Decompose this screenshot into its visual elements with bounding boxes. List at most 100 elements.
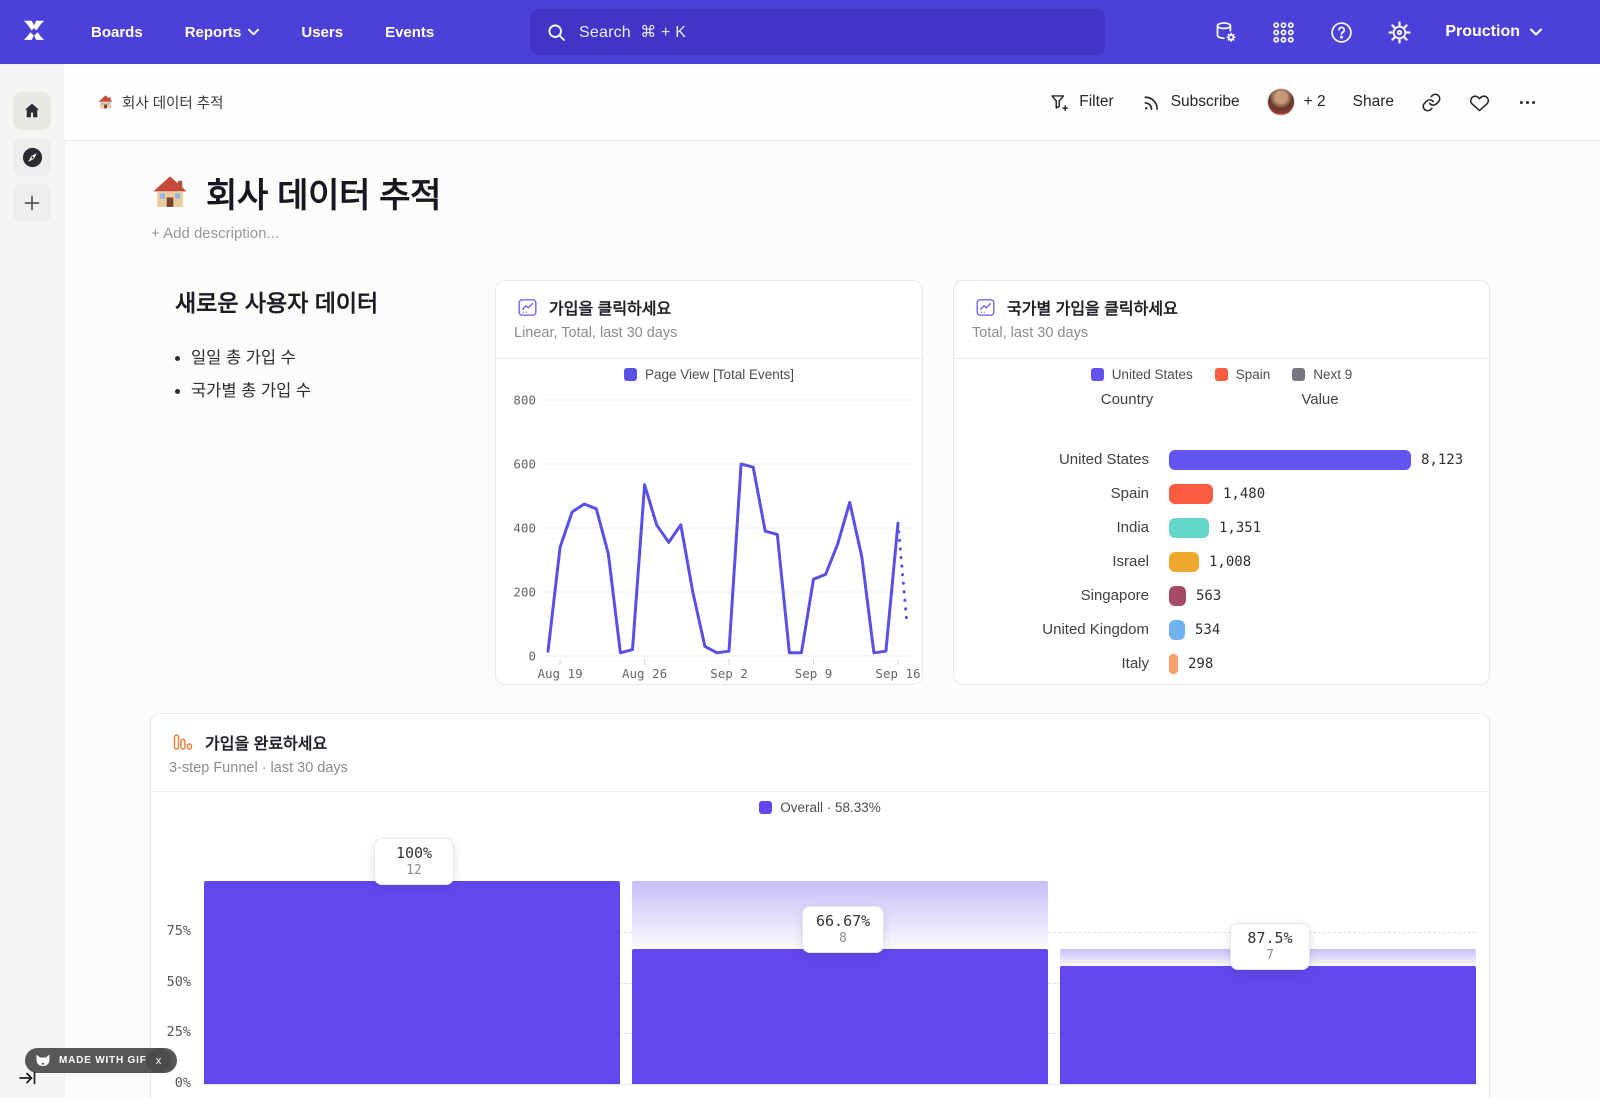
y-axis-tick-label: 50%: [166, 973, 191, 990]
country-bar[interactable]: [1169, 450, 1411, 470]
x-axis-tick-label: Sep 2: [710, 666, 748, 681]
nav-item-events-label: Events: [385, 23, 435, 41]
project-selector[interactable]: Prouction: [1445, 23, 1542, 41]
country-bar[interactable]: [1169, 620, 1185, 640]
country-value: 1,008: [1209, 554, 1252, 570]
rss-icon: [1144, 95, 1158, 110]
funnel-chart-icon: [173, 734, 193, 750]
copy-link-icon[interactable]: [1421, 92, 1442, 113]
country-bar-card[interactable]: 국가별 가입을 클릭하세요 Total, last 30 days United…: [953, 280, 1490, 685]
funnel-bar[interactable]: [204, 881, 620, 1084]
country-bar[interactable]: [1169, 654, 1178, 674]
filter-label: Filter: [1079, 93, 1114, 110]
legend-swatch: [1090, 368, 1104, 381]
help-icon[interactable]: [1329, 20, 1354, 45]
card-subtitle: Linear, Total, last 30 days: [514, 325, 678, 341]
search-icon: [548, 23, 565, 41]
filter-button[interactable]: Filter: [1049, 92, 1114, 113]
table-row: Singapore 563: [954, 579, 1489, 613]
search-placeholder: Search ⌘ + K: [579, 24, 687, 41]
country-label: Italy: [1121, 655, 1149, 672]
y-axis-tick-label: 0: [528, 649, 536, 664]
nav-item-users[interactable]: Users: [301, 24, 343, 41]
y-axis-tick-label: 75%: [166, 922, 191, 939]
apps-grid-icon[interactable]: [1271, 20, 1296, 45]
legend-item[interactable]: Spain: [1214, 367, 1270, 382]
line-chart-card[interactable]: 가입을 클릭하세요 Linear, Total, last 30 days Pa…: [495, 280, 923, 685]
funnel-card[interactable]: 가입을 완료하세요 3-step Funnel · last 30 days O…: [150, 713, 1490, 1098]
add-description[interactable]: + Add description...: [151, 225, 279, 242]
mixpanel-logo-icon[interactable]: [16, 14, 52, 50]
funnel-conversion-pct: 100%: [395, 844, 433, 862]
x-axis-tick-label: Aug 26: [622, 666, 667, 681]
table-row: Italy 298: [954, 647, 1489, 681]
y-axis-tick-label: 400: [513, 521, 536, 536]
rail-discover-button[interactable]: [13, 138, 51, 176]
funnel-tooltip: 100% 12: [374, 838, 454, 885]
country-label: United Kingdom: [1042, 621, 1149, 638]
card-title[interactable]: 가입을 클릭하세요: [549, 301, 672, 318]
share-button[interactable]: Share: [1353, 93, 1394, 111]
y-axis-tick-label: 25%: [166, 1024, 191, 1041]
line-series[interactable]: [546, 462, 900, 655]
legend-item[interactable]: Page View [Total Events]: [623, 367, 794, 382]
country-value: 563: [1196, 588, 1222, 604]
card-title[interactable]: 가입을 완료하세요: [205, 736, 328, 753]
page-title[interactable]: 회사 데이터 추적: [206, 177, 442, 215]
card-title[interactable]: 국가별 가입을 클릭하세요: [1007, 301, 1178, 318]
home-icon: [24, 103, 40, 118]
legend-label: United States: [1111, 367, 1193, 382]
x-axis-tick-label: Sep 9: [795, 666, 833, 681]
legend-item[interactable]: Next 9: [1292, 367, 1352, 382]
table-row: Israel 1,008: [954, 545, 1489, 579]
favorite-heart-icon[interactable]: [1469, 92, 1490, 113]
funnel-bar[interactable]: [1060, 965, 1476, 1084]
card-subtitle: 3-step Funnel · last 30 days: [169, 760, 348, 776]
rail-add-button[interactable]: [13, 184, 51, 222]
nav-item-reports-label: Reports: [184, 23, 242, 41]
country-bar[interactable]: [1169, 586, 1186, 606]
collaborators[interactable]: + 2: [1266, 88, 1326, 116]
line-chart-icon: [976, 298, 995, 316]
gifox-close-button[interactable]: x: [146, 1048, 171, 1073]
legend-item[interactable]: United States: [1090, 367, 1193, 382]
search-input[interactable]: Search ⌘ + K: [530, 9, 1105, 55]
table-row: Spain 1,480: [954, 477, 1489, 511]
country-label: Singapore: [1080, 587, 1149, 604]
collapse-sidebar-icon[interactable]: [18, 1068, 38, 1088]
left-rail: [0, 64, 65, 1098]
legend-swatch: [623, 368, 637, 381]
more-options-icon[interactable]: [1517, 92, 1538, 113]
page-title-row: 회사 데이터 추적: [150, 168, 441, 217]
country-bar[interactable]: [1169, 552, 1199, 572]
country-chart-legend: United States Spain Next 9: [954, 367, 1489, 382]
house-emoji-icon: [98, 94, 113, 108]
house-emoji-icon: [153, 175, 187, 207]
country-value: 1,351: [1219, 520, 1262, 536]
board-toolbar: Filter Subscribe + 2 Share: [1049, 88, 1538, 116]
legend-label: Overall · 58.33%: [780, 800, 881, 815]
funnel-bar[interactable]: [632, 948, 1048, 1084]
nav-item-events[interactable]: Events: [385, 24, 434, 41]
subscribe-button[interactable]: Subscribe: [1141, 92, 1240, 113]
country-bar[interactable]: [1169, 484, 1213, 504]
country-label: Israel: [1112, 553, 1149, 570]
text-card-heading: 새로운 사용자 데이터: [175, 290, 379, 316]
funnel-tooltip: 87.5% 7: [1230, 922, 1310, 970]
settings-gear-icon[interactable]: [1387, 20, 1412, 45]
country-bar[interactable]: [1169, 518, 1209, 538]
collaborators-count: + 2: [1303, 93, 1326, 110]
x-axis-tick-label: Aug 19: [537, 666, 582, 681]
legend-item[interactable]: Overall · 58.33%: [759, 800, 881, 815]
divider: [496, 358, 922, 359]
data-management-icon[interactable]: [1213, 20, 1238, 45]
breadcrumb[interactable]: 회사 데이터 추적: [97, 92, 223, 113]
rail-home-button[interactable]: [13, 92, 51, 130]
legend-label: Next 9: [1313, 367, 1353, 382]
chevron-down-icon: [248, 28, 260, 36]
funnel-tooltip: 66.67% 8: [802, 905, 885, 953]
nav-item-reports[interactable]: Reports: [185, 24, 260, 41]
nav-item-boards[interactable]: Boards: [91, 24, 143, 41]
country-label: India: [1116, 519, 1149, 536]
